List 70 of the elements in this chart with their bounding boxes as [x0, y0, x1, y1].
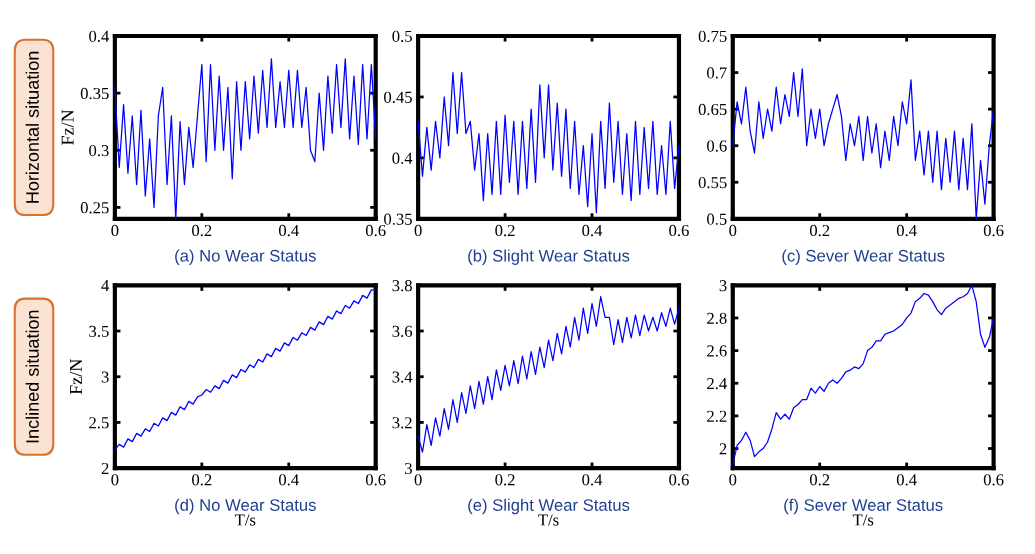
y-tick-label: 3 [719, 280, 727, 292]
x-tick-label: 0.4 [582, 474, 603, 486]
y-tick-label: 3.6 [392, 325, 413, 338]
y-tick-label: 3.2 [392, 417, 412, 429]
x-tick-label: 0.6 [365, 224, 386, 237]
x-axis-title: T/s [234, 514, 256, 526]
text: (c) Sever Wear Status [782, 249, 945, 265]
x-axis-title: T/s [538, 514, 559, 526]
x-tick-label: 0.6 [983, 224, 1004, 237]
x-tick-label: 0.2 [495, 224, 515, 237]
y-tick-label: 2 [101, 462, 109, 474]
y-tick-label: 4 [101, 280, 110, 292]
y-tick-label: 0.5 [707, 213, 727, 225]
y-tick-label: 2.8 [707, 312, 727, 324]
x-tick-label: 0.4 [896, 224, 917, 237]
x-tick-label: 0 [729, 474, 737, 486]
y-tick-label: 0.5 [392, 30, 412, 43]
text: (a) No Wear Status [175, 249, 316, 265]
x-tick-label: 0.2 [192, 474, 212, 486]
text: (f) Sever Wear Status [784, 498, 943, 515]
y-tick-label: 3 [101, 371, 109, 383]
y-tick-label: 0.55 [698, 176, 727, 189]
x-tick-label: 0.2 [809, 224, 830, 237]
y-axis-title: Fz/N [69, 359, 83, 395]
x-tick-label: 0 [414, 224, 422, 237]
x-axis-title: T/s [852, 514, 874, 526]
x-tick-label: 0 [414, 474, 422, 486]
y-tick-label: 0.3 [89, 144, 109, 157]
x-tick-label: 0.6 [983, 474, 1004, 486]
y-tick-label: 0.35 [384, 213, 412, 225]
line-series [417, 71, 680, 214]
line-series [417, 296, 680, 453]
y-tick-label: 3.5 [89, 325, 109, 338]
y-tick-label: 0.7 [707, 67, 727, 79]
text: Horizontal situation [25, 51, 39, 203]
x-tick-label: 0.2 [495, 474, 515, 486]
x-tick-label: 0.6 [669, 224, 689, 237]
y-tick-label: 0.45 [384, 91, 412, 103]
y-tick-label: 3 [405, 462, 412, 475]
x-tick-label: 0.4 [278, 224, 299, 237]
line-series [114, 289, 377, 451]
x-tick-label: 0.4 [582, 224, 603, 237]
text: (b) Slight Wear Status [468, 249, 630, 265]
text: Inclined situation [25, 310, 39, 443]
x-tick-label: 0.6 [669, 474, 689, 486]
y-tick-label: 3.4 [392, 371, 413, 383]
x-tick-label: 0 [111, 474, 119, 486]
y-axis-title: Fz/N [61, 109, 74, 145]
y-tick-label: 0.75 [698, 30, 727, 43]
x-tick-label: 0.2 [809, 474, 830, 486]
y-tick-label: 2.4 [707, 378, 727, 390]
y-tick-label: 0.4 [89, 30, 110, 43]
y-tick-label: 0.25 [80, 202, 109, 214]
y-tick-label: 3.8 [392, 280, 412, 292]
y-tick-label: 2 [719, 443, 727, 455]
x-tick-label: 0 [729, 224, 737, 237]
text: (e) Slight Wear Status [468, 498, 630, 515]
y-tick-label: 0.6 [707, 140, 727, 152]
y-tick-label: 0.35 [80, 87, 109, 100]
x-tick-label: 0.4 [896, 474, 917, 486]
y-tick-label: 0.65 [698, 103, 727, 116]
x-tick-label: 0 [111, 224, 119, 237]
y-tick-label: 2.6 [707, 345, 727, 357]
text: (d) No Wear Status [175, 498, 316, 515]
y-tick-label: 2.2 [707, 410, 727, 422]
y-tick-label: 2.5 [89, 417, 109, 429]
x-tick-label: 0.4 [278, 474, 299, 486]
y-tick-label: 0.4 [392, 152, 413, 164]
x-tick-label: 0.6 [365, 474, 386, 486]
x-tick-label: 0.2 [192, 224, 212, 237]
